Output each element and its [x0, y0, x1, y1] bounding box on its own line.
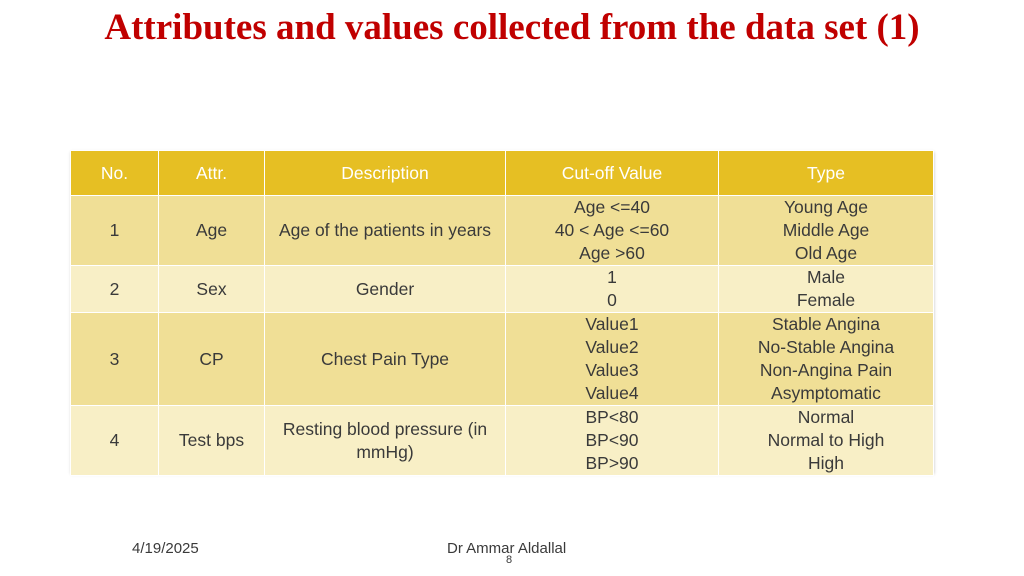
- cutoff-line: 0: [607, 290, 617, 310]
- table-row: 2 Sex Gender 1 0 Male Female: [70, 265, 934, 313]
- type-line: Male: [807, 267, 845, 287]
- cell-attr: Sex: [158, 265, 265, 313]
- cell-cutoff: BP<80 BP<90 BP>90: [505, 405, 719, 476]
- type-line: Normal to High: [767, 430, 885, 450]
- header-type: Type: [718, 150, 934, 196]
- cell-description: Gender: [264, 265, 506, 313]
- cutoff-line: 1: [607, 267, 617, 287]
- cell-cutoff: 1 0: [505, 265, 719, 313]
- attributes-table-container: No. Attr. Description Cut-off Value Type…: [70, 150, 934, 476]
- table-row: 3 CP Chest Pain Type Value1 Value2 Value…: [70, 312, 934, 406]
- slide-number: 8: [506, 554, 513, 566]
- slide-title: Attributes and values collected from the…: [104, 7, 920, 48]
- cell-type: Normal Normal to High High: [718, 405, 934, 476]
- attributes-table: No. Attr. Description Cut-off Value Type…: [70, 150, 934, 476]
- cell-no: 2: [70, 265, 159, 313]
- cell-description: Chest Pain Type: [264, 312, 506, 406]
- cell-no: 4: [70, 405, 159, 476]
- footer-author: Dr Ammar Aldallal: [447, 540, 567, 557]
- type-line: Asymptomatic: [771, 383, 881, 403]
- cutoff-line: BP<90: [585, 430, 639, 450]
- type-line: Stable Angina: [771, 314, 880, 334]
- table-row: 1 Age Age of the patients in years Age <…: [70, 195, 934, 266]
- table-header-row: No. Attr. Description Cut-off Value Type: [70, 150, 934, 196]
- cell-cutoff: Value1 Value2 Value3 Value4: [505, 312, 719, 406]
- cell-description: Age of the patients in years: [264, 195, 506, 266]
- type-line: Normal: [797, 407, 855, 427]
- cutoff-line: Age <=40: [574, 197, 650, 217]
- cell-attr: Age: [158, 195, 265, 266]
- cutoff-line: Age >60: [579, 243, 645, 263]
- cell-type: Male Female: [718, 265, 934, 313]
- type-line: No-Stable Angina: [757, 337, 895, 357]
- cell-no: 3: [70, 312, 159, 406]
- header-attr: Attr.: [158, 150, 265, 196]
- cutoff-line: Value1: [585, 314, 639, 334]
- cell-attr: CP: [158, 312, 265, 406]
- cell-no: 1: [70, 195, 159, 266]
- header-description: Description: [264, 150, 506, 196]
- cell-type: Stable Angina No-Stable Angina Non-Angin…: [718, 312, 934, 406]
- cutoff-line: Value3: [585, 360, 639, 380]
- cell-cutoff: Age <=40 40 < Age <=60 Age >60: [505, 195, 719, 266]
- type-line: Middle Age: [782, 220, 870, 240]
- table-row: 4 Test bps Resting blood pressure (in mm…: [70, 405, 934, 476]
- cutoff-line: Value2: [585, 337, 639, 357]
- cutoff-line: Value4: [585, 383, 639, 403]
- cutoff-line: 40 < Age <=60: [554, 220, 670, 240]
- cutoff-line: BP>90: [585, 453, 639, 473]
- type-line: High: [808, 453, 844, 473]
- cell-type: Young Age Middle Age Old Age: [718, 195, 934, 266]
- type-line: Old Age: [794, 243, 858, 263]
- type-line: Female: [796, 290, 856, 310]
- cell-attr: Test bps: [158, 405, 265, 476]
- header-cutoff: Cut-off Value: [505, 150, 719, 196]
- type-line: Young Age: [783, 197, 869, 217]
- type-line: Non-Angina Pain: [759, 360, 893, 380]
- cell-description: Resting blood pressure (in mmHg): [264, 405, 506, 476]
- header-no: No.: [70, 150, 159, 196]
- cutoff-line: BP<80: [585, 407, 639, 427]
- footer-date: 4/19/2025: [132, 540, 199, 557]
